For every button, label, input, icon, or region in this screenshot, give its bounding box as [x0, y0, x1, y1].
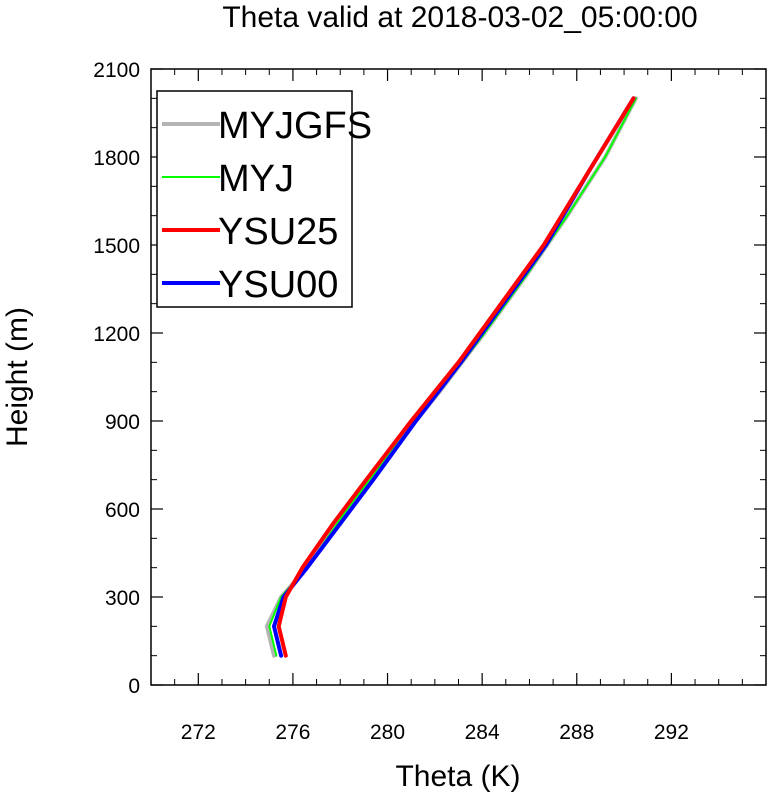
- legend-label-ysu00: YSU00: [218, 264, 338, 306]
- x-tick-label: 276: [275, 721, 310, 744]
- y-tick-label: 0: [128, 675, 140, 698]
- legend-label-myjgfs: MYJGFS: [218, 105, 372, 147]
- y-tick-label: 1200: [93, 323, 140, 346]
- y-tick-label: 1800: [93, 147, 140, 170]
- legend-label-ysu25: YSU25: [218, 211, 338, 253]
- y-tick-label: 300: [105, 587, 140, 610]
- legend-label-myj: MYJ: [218, 158, 294, 200]
- series-line-ysu25: [276, 96, 636, 658]
- x-tick-label: 284: [465, 721, 500, 744]
- chart-title: Theta valid at 2018-03-02_05:00:00: [222, 1, 697, 34]
- y-tick-label: 2100: [93, 59, 140, 82]
- x-axis-label: Theta (K): [395, 760, 520, 793]
- x-tick-label: 272: [181, 721, 216, 744]
- x-tick-label: 280: [370, 721, 405, 744]
- y-tick-label: 900: [105, 411, 140, 434]
- x-tick-label: 292: [654, 721, 689, 744]
- legend-box: [156, 90, 353, 308]
- x-tick-label: 288: [559, 721, 594, 744]
- y-tick-label: 1500: [93, 235, 140, 258]
- y-axis-label: Height (m): [1, 307, 34, 447]
- y-tick-label: 600: [105, 499, 140, 522]
